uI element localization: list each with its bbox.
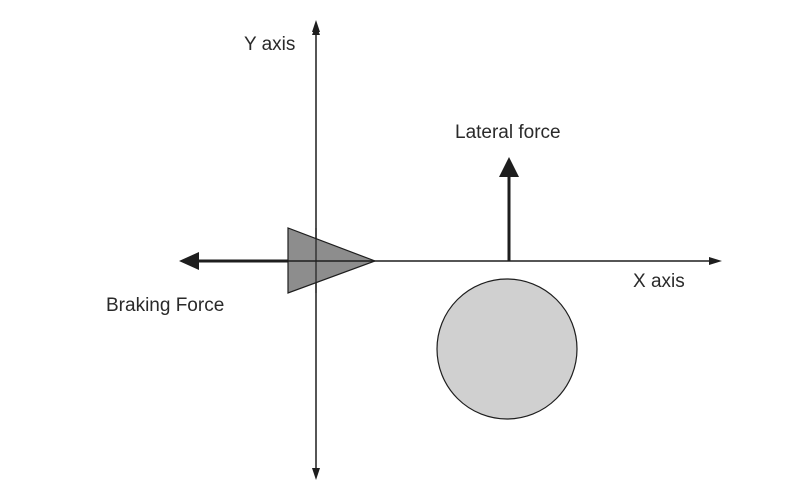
- y-axis-label: Y axis: [244, 34, 296, 55]
- x-axis-arrowhead: [709, 257, 722, 265]
- y-axis-bottom-arrowhead: [312, 468, 320, 480]
- wheel-circle: [436, 278, 578, 420]
- braking-force-label: Braking Force: [106, 295, 225, 316]
- y-axis-top-arrowhead: [312, 20, 320, 32]
- lateral-force-label: Lateral force: [455, 122, 561, 143]
- lateral-force-arrowhead: [499, 157, 519, 177]
- x-axis-label: X axis: [633, 271, 685, 292]
- braking-force-arrowhead: [179, 252, 199, 270]
